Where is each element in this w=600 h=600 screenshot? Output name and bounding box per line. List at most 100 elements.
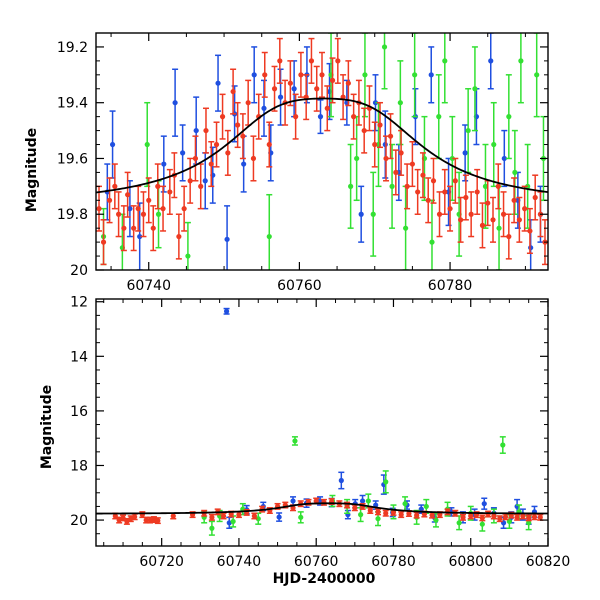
top-series-2-point-33 <box>266 121 273 168</box>
top-x-tick-label: 60780 <box>428 278 473 294</box>
top-series-2-point-41 <box>308 37 315 84</box>
bottom-series-2-point-14 <box>208 513 215 521</box>
bottom-axis-ticks <box>96 299 549 546</box>
top-series-2-point-26 <box>230 68 237 115</box>
bottom-series-2-point-59 <box>531 513 538 521</box>
top-series-2-point-45 <box>329 57 336 104</box>
top-y-tick-label: 19.8 <box>57 207 88 223</box>
top-series-1-point-20 <box>441 33 448 104</box>
top-series-2-point-1 <box>100 219 107 266</box>
bottom-series-2-point-47 <box>460 513 467 521</box>
top-series-0-point-1 <box>109 110 116 179</box>
top-series-2-point-44 <box>324 85 331 132</box>
top-series-1-point-9 <box>361 33 368 118</box>
top-series-2-point-3 <box>111 163 118 210</box>
top-series-1-point-3 <box>155 180 162 249</box>
bottom-x-tick-label: 60760 <box>294 554 339 570</box>
top-series-2-point-20 <box>197 163 204 210</box>
top-series-2-point-9 <box>140 191 147 238</box>
bottom-series-2-point-60 <box>537 513 544 521</box>
bottom-series-2-point-43 <box>429 511 436 519</box>
top-series-1-point-25 <box>482 143 489 229</box>
bottom-x-tick-label: 60740 <box>217 554 262 570</box>
top-series-1-point-19 <box>435 74 442 160</box>
bottom-series-0-point-9 <box>338 471 345 490</box>
top-series-2-point-22 <box>208 140 215 188</box>
top-plot-frame <box>95 32 549 271</box>
top-series-1-point-16 <box>411 33 418 118</box>
top-series-0-point-15 <box>260 79 267 137</box>
top-series-2-point-56 <box>387 113 394 160</box>
top-series-2-point-18 <box>187 157 194 204</box>
top-series-0-point-3 <box>136 202 143 270</box>
top-series-2-point-76 <box>495 163 502 210</box>
top-series-2-point-78 <box>505 213 512 260</box>
top-y-tick-label: 19.2 <box>57 40 88 56</box>
bottom-series-2-point-11 <box>170 512 177 520</box>
top-series-0-point-2 <box>126 180 133 238</box>
top-series-2-point-10 <box>145 177 152 224</box>
top-series-2-point-5 <box>120 205 127 252</box>
top-series-2-point-81 <box>521 185 528 232</box>
bottom-x-axis-label: HJD-2400000 <box>273 571 376 587</box>
bottom-series-1-point-13 <box>382 470 389 494</box>
top-series-2-point-29 <box>245 79 252 126</box>
bottom-series-0-point-10 <box>344 509 351 520</box>
top-series-2-point-57 <box>392 149 399 196</box>
bottom-x-tick-label: 60820 <box>526 554 571 570</box>
top-series-2-point-19 <box>192 135 199 182</box>
bottom-series-2-point-39 <box>398 511 405 519</box>
top-series-0-point-11 <box>224 205 231 270</box>
top-series-0-point-17 <box>277 68 284 126</box>
bottom-series-2-point-56 <box>514 513 521 521</box>
bottom-data-points <box>112 307 544 536</box>
bottom-panel: 60720 60740 60760 60780 60800 60820 12 14 16 18 20… <box>39 295 570 587</box>
top-series-2-point-83 <box>532 174 539 221</box>
bottom-series-0-point-22 <box>481 497 488 510</box>
top-series-1-point-12 <box>381 33 388 90</box>
top-series-0-point-32 <box>487 33 494 90</box>
top-series-2-point-63 <box>425 177 432 224</box>
top-series-2-point-60 <box>409 140 416 188</box>
top-series-1-point-8 <box>353 115 360 202</box>
bottom-series-2-point-36 <box>375 508 382 516</box>
top-series-2-point-46 <box>334 37 341 84</box>
top-series-0-point-10 <box>215 54 222 112</box>
bottom-y-tick-label: 12 <box>70 295 88 311</box>
top-series-1-point-24 <box>471 46 478 132</box>
top-series-2-point-11 <box>150 205 157 252</box>
top-series-0-point-7 <box>193 96 200 165</box>
top-x-tick-label: 60740 <box>126 278 171 294</box>
bottom-x-tick-label: 60780 <box>371 554 416 570</box>
top-series-2-point-75 <box>490 196 497 243</box>
top-series-2-point-23 <box>213 121 220 168</box>
top-series-0-point-14 <box>251 46 258 104</box>
bottom-series-2-point-53 <box>496 515 503 523</box>
bottom-series-2-point-20 <box>251 512 258 520</box>
bottom-series-2-point-58 <box>525 514 532 522</box>
bottom-series-0-point-4 <box>276 512 283 522</box>
top-series-2-point-24 <box>219 93 226 140</box>
bottom-series-1-point-6 <box>291 436 298 446</box>
top-series-2-point-27 <box>234 101 241 149</box>
bottom-series-0-point-0 <box>223 307 230 315</box>
bottom-series-2-point-1 <box>116 516 123 524</box>
top-series-2-point-53 <box>371 121 378 168</box>
top-series-1-point-18 <box>428 199 435 270</box>
bottom-series-2-point-50 <box>479 514 486 522</box>
top-series-2-point-31 <box>255 93 262 140</box>
top-series-0-point-25 <box>382 110 389 179</box>
top-data-points <box>96 33 548 270</box>
top-series-0-point-23 <box>358 185 365 243</box>
top-series-2-point-71 <box>468 191 475 238</box>
bottom-model-curve <box>96 502 548 515</box>
top-series-1-point-28 <box>505 74 512 160</box>
top-y-tick-label: 19.6 <box>57 151 88 167</box>
top-series-2-point-25 <box>224 129 231 176</box>
top-series-2-point-73 <box>479 202 486 249</box>
top-series-2-point-54 <box>377 101 384 149</box>
top-series-2-point-55 <box>383 135 390 182</box>
top-series-2-point-12 <box>154 163 161 210</box>
top-series-1-point-32 <box>533 33 540 118</box>
top-series-0-point-5 <box>172 68 179 137</box>
